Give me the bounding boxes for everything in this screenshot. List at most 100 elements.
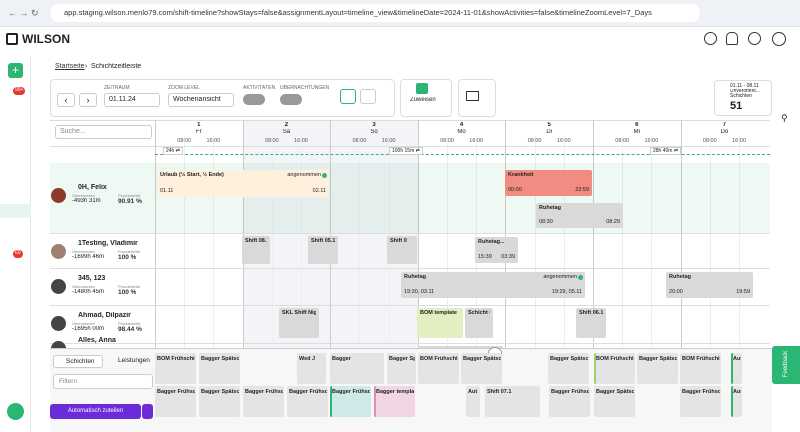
sidebar-help[interactable] [7, 403, 24, 420]
shift-card[interactable] [594, 353, 635, 384]
shift-card[interactable] [466, 386, 480, 417]
shift-block[interactable] [465, 308, 493, 338]
search-input[interactable] [55, 125, 152, 139]
hour-line [651, 136, 653, 348]
shift-card[interactable] [680, 386, 721, 417]
shift-block[interactable] [308, 236, 338, 264]
shift-card[interactable] [155, 386, 196, 417]
employee-name: 0H, Felix [78, 183, 107, 191]
overtime-label: Überstunden [72, 192, 95, 198]
activities-toggle[interactable] [243, 94, 265, 105]
shift-block[interactable] [505, 170, 592, 196]
bell-icon[interactable] [726, 32, 738, 45]
shift-block[interactable] [576, 308, 606, 338]
period-input[interactable] [104, 93, 160, 107]
productivity: 100 % [118, 253, 137, 261]
row-line [50, 268, 770, 269]
shift-block[interactable] [242, 236, 270, 264]
stays-toggle[interactable] [280, 94, 302, 105]
shift-card[interactable] [330, 353, 384, 384]
shift-card[interactable] [374, 386, 415, 417]
shift-block[interactable] [401, 272, 585, 298]
day-number: 2 [284, 122, 289, 128]
shift-block[interactable] [475, 237, 518, 263]
shift-card[interactable] [287, 386, 328, 417]
shift-block[interactable] [666, 272, 753, 298]
shift-block[interactable] [536, 203, 623, 228]
hour-line [447, 136, 448, 348]
toolbar [50, 79, 395, 117]
day-name: Sa [282, 129, 291, 135]
list-button[interactable] [340, 89, 356, 104]
assign-icon[interactable] [416, 83, 428, 94]
block-start: 01.11 [160, 188, 174, 194]
block-title: Ruhetag [539, 205, 561, 211]
productivity: 100 % [118, 288, 137, 296]
hour-label: 08:00 [440, 138, 454, 144]
hour-label: 16:00 [644, 138, 659, 144]
globe-icon[interactable] [748, 32, 761, 45]
shift-card[interactable] [485, 386, 540, 417]
shift-card[interactable] [330, 386, 371, 417]
shift-card[interactable] [199, 386, 240, 417]
shift-card[interactable] [418, 353, 459, 384]
shift-block[interactable] [417, 308, 463, 338]
shift-card[interactable] [387, 353, 416, 384]
shift-card[interactable] [731, 353, 742, 384]
day-number: 7 [722, 122, 727, 128]
zoom-select[interactable] [168, 93, 234, 107]
filter-input[interactable]: Filtern [53, 374, 153, 389]
user-icon[interactable] [772, 32, 786, 46]
shift-card[interactable] [731, 386, 742, 417]
hour-label: 16:00 [732, 138, 746, 144]
filter-icon[interactable]: ⚲ [781, 113, 788, 123]
help-icon[interactable] [704, 32, 717, 45]
zoom-label: ZOOM LEVEL [168, 85, 200, 91]
assign[interactable]: Zuweisen [410, 97, 436, 103]
feedback-tab[interactable] [772, 346, 800, 384]
status-dot [322, 173, 327, 178]
shift-card[interactable] [680, 353, 721, 384]
nav-icons: ← → ↻ [8, 8, 39, 18]
shift-card[interactable] [155, 353, 196, 384]
refresh-button[interactable] [360, 89, 376, 104]
block-title: Shift 06.1 [579, 310, 603, 316]
url-bar[interactable] [50, 4, 700, 22]
shift-card[interactable] [297, 353, 326, 384]
block-title: SKL Shift Nigh [282, 310, 316, 316]
shift-block[interactable] [279, 308, 319, 338]
tab[interactable]: Schichten [53, 355, 103, 368]
breadcrumb-link[interactable]: Startseite [55, 63, 85, 70]
employee-name: 1Testing, Vladimir [78, 239, 138, 247]
add-button[interactable]: + [8, 63, 23, 78]
next-button[interactable]: › [79, 93, 97, 107]
shift-card[interactable] [548, 353, 589, 384]
avatar [51, 315, 66, 331]
hour-line [301, 136, 302, 348]
shift-card[interactable] [549, 386, 590, 417]
shift-block[interactable] [387, 236, 417, 264]
block-start: 15:39 [478, 254, 492, 260]
shift-card[interactable] [594, 386, 635, 417]
shift-card[interactable] [243, 386, 284, 417]
auto-assign[interactable]: Automatisch zuteilen [50, 404, 141, 419]
prev-button[interactable]: ‹ [57, 93, 75, 107]
shift-card[interactable] [461, 353, 502, 384]
productivity: 90.91 % [118, 197, 142, 205]
overtime-label: Überstunden [72, 283, 95, 289]
shift-block[interactable] [157, 170, 329, 197]
shift-card[interactable] [199, 353, 240, 384]
feedback[interactable]: Feedback [783, 350, 789, 378]
day-number: 6 [635, 122, 639, 128]
employee-name: Alles, Anna [78, 337, 116, 344]
view-icon[interactable] [466, 91, 479, 101]
day-number: 3 [372, 122, 376, 128]
block-title: Schicht 0( [468, 310, 490, 316]
tab[interactable]: Leistungen [118, 357, 150, 364]
badge: 60 [13, 250, 23, 258]
auto-assign-menu[interactable] [142, 404, 153, 419]
shift-card[interactable] [637, 353, 678, 384]
employee-name: 345, 123 [78, 274, 106, 282]
card-title: BOM Frühschic [682, 356, 720, 362]
